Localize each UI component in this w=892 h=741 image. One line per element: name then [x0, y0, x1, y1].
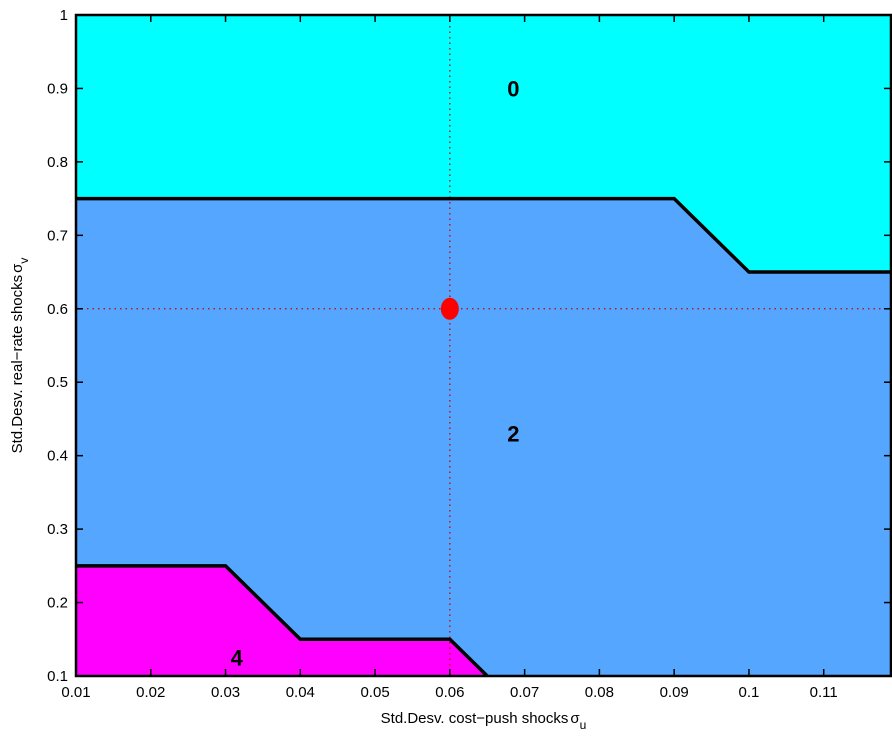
- y-axis-label-text: Std.Desv. real−rate shocks: [9, 275, 26, 454]
- x-tick-label: 0.08: [585, 684, 614, 701]
- region-label-2: 2: [507, 422, 519, 447]
- y-tick-label: 0.9: [47, 80, 68, 97]
- x-tick-label: 0.05: [360, 684, 389, 701]
- x-tick-label: 0.1: [739, 684, 760, 701]
- x-tick-label: 0.11: [810, 684, 838, 701]
- y-tick-label: 0.1: [47, 668, 68, 685]
- x-tick-label: 0.09: [660, 684, 689, 701]
- region-label-0: 0: [507, 76, 519, 101]
- x-tick-label: 0.02: [136, 684, 165, 701]
- axes: 0.01 0.02 0.03 0.04 0.05 0.06 0.07 0.08 0.09 0.1 0…: [47, 7, 892, 701]
- x-tick-label: 0.04: [286, 684, 315, 701]
- boundary-upper: [76, 196, 891, 274]
- x-tick-label: 0.03: [211, 684, 240, 701]
- y-axis-label-symbol: σ: [9, 263, 26, 273]
- x-axis-label-symbol: σ: [570, 710, 580, 727]
- y-tick-label: 1: [60, 7, 68, 24]
- y-axis-label-subscript: v: [17, 258, 31, 264]
- y-tick-label: 0.5: [47, 374, 68, 391]
- y-tick-label: 0.2: [47, 595, 68, 612]
- x-tick-label: 0.01: [61, 684, 90, 701]
- region-0: [76, 15, 891, 273]
- y-tick-label: 0.4: [47, 448, 68, 465]
- x-axis-label-text: Std.Desv. cost−push shocks: [381, 710, 569, 727]
- boundary-lower: [76, 564, 489, 678]
- axes-frame: [74, 13, 892, 678]
- x-axis-label-subscript: u: [580, 718, 587, 732]
- x-tick-label: 0.06: [435, 684, 464, 701]
- y-tick-label: 0.7: [47, 227, 68, 244]
- y-axis-label: Std.Desv. real−rate shocks σv: [9, 258, 31, 454]
- reference-point: [440, 297, 459, 320]
- plot-area: 0 2 4: [76, 15, 891, 678]
- y-tick-label: 0.3: [47, 521, 68, 538]
- x-tick-label: 0.07: [510, 684, 539, 701]
- y-tick-label: 0.6: [47, 301, 68, 318]
- y-tick-label: 0.8: [47, 154, 68, 171]
- region-label-4: 4: [231, 646, 244, 671]
- region-4: [76, 565, 488, 676]
- x-axis-label: Std.Desv. cost−push shocks σu: [381, 710, 587, 732]
